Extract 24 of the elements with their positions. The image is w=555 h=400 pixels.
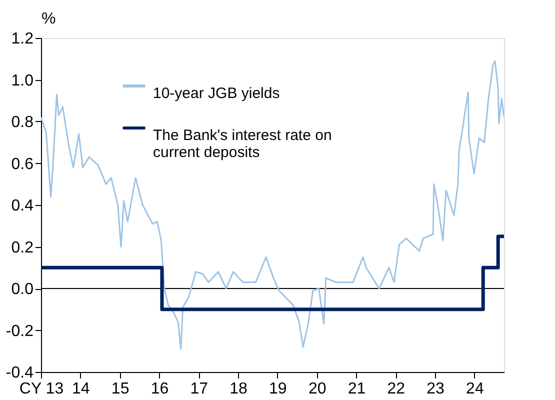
y-tick-label: -0.2 [6, 322, 34, 340]
y-tick-label: 0.2 [11, 239, 34, 256]
x-tick-label: 14 [72, 380, 90, 398]
y-tick-label: 0.0 [11, 281, 34, 298]
x-tick-label: 15 [111, 380, 130, 398]
x-tick-label: 23 [426, 380, 445, 398]
x-tick-label: 22 [387, 380, 406, 398]
x-tick-label: 24 [466, 380, 484, 398]
legend-label: The Bank's interest rate on current deposits [153, 127, 332, 161]
legend-label: 10-year JGB yields [153, 85, 280, 102]
y-tick-label: 0.4 [11, 198, 34, 214]
x-tick-label: CY 13 [19, 380, 64, 398]
y-tick-label: 1.2 [11, 30, 34, 48]
x-tick-label: 18 [230, 380, 248, 398]
x-tick-label: 20 [308, 380, 326, 398]
x-tick-label: 19 [269, 380, 287, 398]
x-tick-label: 17 [190, 380, 208, 398]
x-tick-label: 16 [150, 380, 169, 398]
y-axis-title: % [42, 10, 56, 28]
y-tick-label: 1.0 [11, 72, 34, 90]
y-tick-label: 0.6 [11, 156, 34, 173]
y-tick-label: 0.8 [11, 114, 34, 131]
x-tick-label: 21 [348, 380, 366, 398]
y-tick-label: -0.4 [6, 364, 34, 382]
